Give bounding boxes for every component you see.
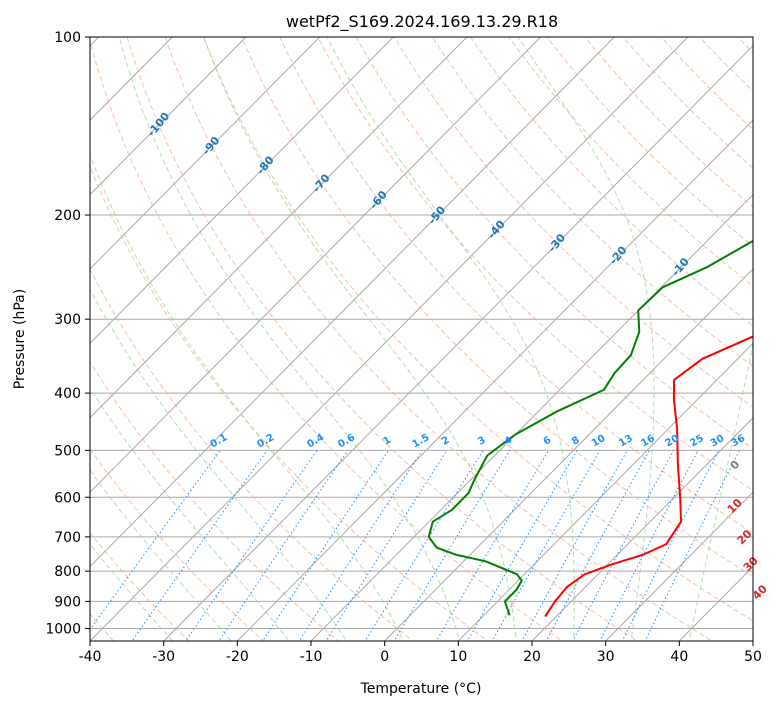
isotherm-line	[90, 37, 615, 568]
isotherm-line	[90, 37, 468, 419]
dry-adiabat-line	[355, 37, 753, 450]
mixing-ratio-label: 6	[542, 435, 554, 448]
mixing-ratio-label: 8	[570, 435, 582, 448]
mixing-ratio-line	[185, 450, 318, 641]
x-tick-label: -30	[152, 649, 175, 665]
x-axis-label: Temperature (°C)	[360, 681, 482, 697]
isotherm-line	[90, 37, 689, 641]
plot-frame	[89, 36, 754, 642]
y-tick-label: 1000	[45, 621, 81, 637]
isotherm-line	[163, 45, 753, 641]
y-tick-label: 500	[54, 443, 81, 459]
isotherm-line	[310, 193, 753, 641]
dry-adiabat-line	[90, 448, 265, 641]
moist-adiabat-line	[90, 543, 174, 641]
moist-adiabat-line	[90, 288, 347, 641]
isotherm-line	[457, 342, 753, 641]
moist-adiabat-line	[118, 37, 461, 641]
dry-adiabat-line	[202, 37, 753, 622]
x-tick-label: 30	[597, 649, 615, 665]
mixing-ratio-line	[262, 450, 389, 641]
dry-adiabat-line	[241, 37, 753, 578]
isotherm-line	[605, 491, 753, 641]
isotherm-line	[236, 119, 753, 641]
dry-adiabat-line	[164, 37, 713, 641]
axis-layer: -40 -30 -20 -10 0 10 20 30 40 50 100 200 300 400 500 60…	[45, 30, 762, 665]
dry-adiabat-line	[279, 37, 753, 534]
mixing-ratio-line	[393, 450, 511, 641]
y-tick-label: 900	[54, 594, 81, 610]
isotherm-line	[384, 268, 753, 641]
mixing-ratio-label: 2	[440, 435, 452, 448]
y-tick-label: 400	[54, 386, 81, 402]
isotherm-line	[90, 37, 541, 493]
mixing-ratio-line	[466, 450, 578, 641]
mixing-ratio-label: 1	[381, 435, 393, 448]
dry-adiabat-line	[126, 37, 638, 641]
series-layer	[427, 239, 753, 618]
x-tick-label: 0	[380, 649, 389, 665]
y-axis-label: Pressure (hPa)	[12, 289, 28, 389]
isotherm-line	[90, 37, 320, 270]
mixing-ratio-line	[131, 450, 268, 641]
mixing-ratio-line	[521, 450, 628, 641]
mixing-ratio-line	[218, 450, 349, 641]
moist-adiabat-line	[90, 469, 232, 641]
mixing-ratio-line	[621, 450, 720, 641]
dry-adiabat-line	[546, 37, 753, 248]
x-tick-label: -40	[79, 649, 102, 665]
x-tick-label: 50	[744, 649, 762, 665]
y-tick-label: 100	[54, 30, 81, 46]
mixing-ratio-label: 3	[476, 435, 488, 448]
y-tick-label: 300	[54, 312, 81, 328]
dry-adiabat-line	[508, 37, 753, 287]
x-tick-label: 10	[449, 649, 467, 665]
x-tick-label: 40	[670, 649, 688, 665]
x-tick-label: -20	[226, 649, 249, 665]
isotherm-line	[531, 417, 753, 641]
temperature-line	[544, 335, 753, 618]
dry-adiabat-line	[90, 268, 414, 641]
isotherm-line	[90, 37, 247, 196]
isotherm-line	[90, 37, 394, 345]
dry-adiabat-line	[393, 37, 753, 408]
mixing-ratio-label: 4	[503, 435, 515, 448]
mixing-ratio-line	[90, 450, 221, 631]
dry-adiabat-line	[317, 37, 753, 492]
y-tick-label: 600	[54, 490, 81, 506]
dewpoint-line	[427, 239, 753, 616]
moist-adiabat-line	[688, 341, 753, 641]
mixing-ratio-line	[298, 450, 423, 641]
dry-adiabat-line	[469, 37, 753, 327]
mixing-ratio-line	[435, 450, 550, 641]
chart-title: wetPf2_S169.2024.169.13.29.R18	[286, 12, 558, 32]
dry-adiabat-line	[660, 37, 753, 131]
y-tick-label: 700	[54, 530, 81, 546]
mixing-ratio-line	[491, 450, 601, 641]
dry-adiabat-line	[90, 165, 489, 641]
y-tick-label: 800	[54, 564, 81, 580]
moist-adiabat-line	[90, 153, 404, 641]
moist-adiabat-line	[90, 387, 290, 641]
moist-adiabat-line	[203, 37, 518, 641]
mixing-ratio-line	[599, 450, 699, 641]
x-tick-label: -10	[300, 649, 323, 665]
dry-adiabat-line	[622, 37, 753, 169]
moist-adiabat-line	[517, 37, 655, 641]
mixing-ratio-line	[644, 450, 741, 641]
moist-adiabat-line	[326, 37, 575, 641]
dry-adiabat-line	[90, 532, 190, 641]
y-tick-label: 200	[54, 208, 81, 224]
dry-adiabat-line	[431, 37, 753, 367]
x-tick-label: 20	[523, 649, 541, 665]
